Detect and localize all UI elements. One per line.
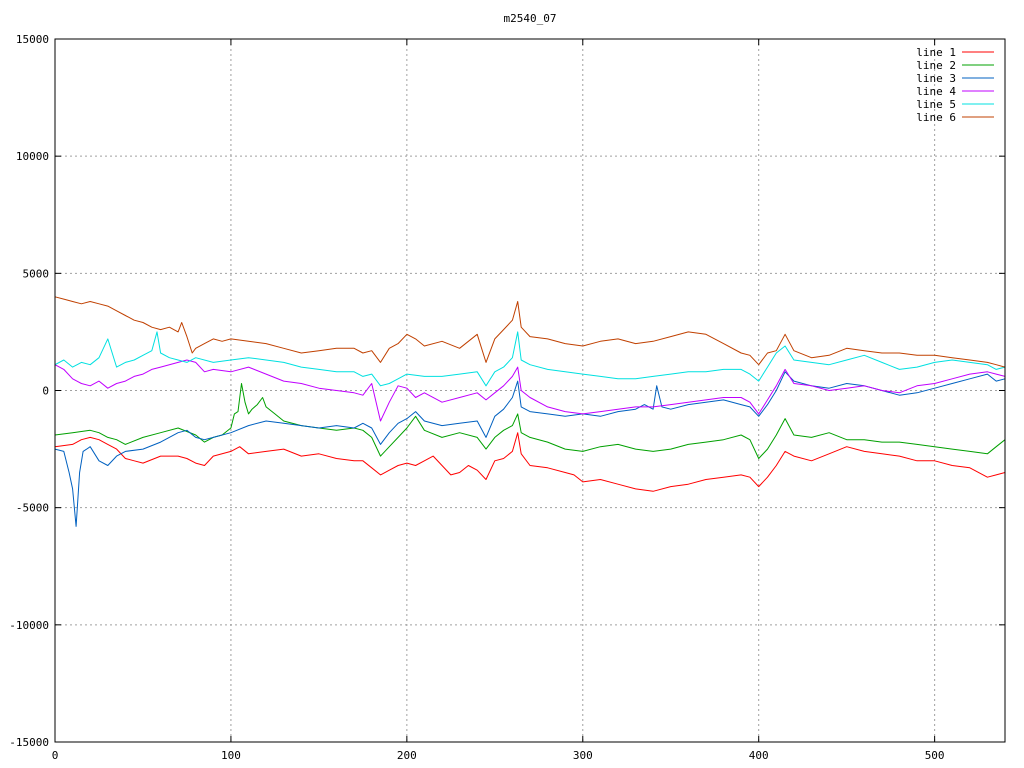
series-line-5 xyxy=(54,331,1006,387)
legend-label: line 2 xyxy=(916,59,956,72)
x-tick-label: 500 xyxy=(925,749,945,762)
series-line-4 xyxy=(54,359,1006,422)
x-tick-label: 400 xyxy=(749,749,769,762)
chart-grid xyxy=(55,39,1005,742)
series-line-1 xyxy=(54,432,1006,492)
legend-label: line 5 xyxy=(916,98,956,111)
y-tick-label: 15000 xyxy=(16,33,49,46)
y-tick-label: -5000 xyxy=(16,502,49,515)
legend-label: line 1 xyxy=(916,46,956,59)
plot-area xyxy=(54,296,1006,527)
x-tick-label: 0 xyxy=(52,749,59,762)
y-tick-label: 10000 xyxy=(16,150,49,163)
series-line-6 xyxy=(54,296,1006,368)
y-tick-label: 5000 xyxy=(23,267,50,280)
y-tick-label: 0 xyxy=(42,385,49,398)
legend-label: line 3 xyxy=(916,72,956,85)
y-tick-label: -10000 xyxy=(9,619,49,632)
x-tick-label: 300 xyxy=(573,749,593,762)
y-tick-label: -15000 xyxy=(9,736,49,749)
x-tick-label: 200 xyxy=(397,749,417,762)
legend-label: line 6 xyxy=(916,111,956,124)
axis-ticks: -15000 -10000 -5000 0 5000 10000 15000 0 100 200 3… xyxy=(9,33,1005,762)
series-line-2 xyxy=(54,383,1006,459)
chart-title: m2540_07 xyxy=(504,12,557,25)
x-tick-label: 100 xyxy=(221,749,241,762)
legend-label: line 4 xyxy=(916,85,956,98)
series-line-3 xyxy=(54,371,1006,527)
